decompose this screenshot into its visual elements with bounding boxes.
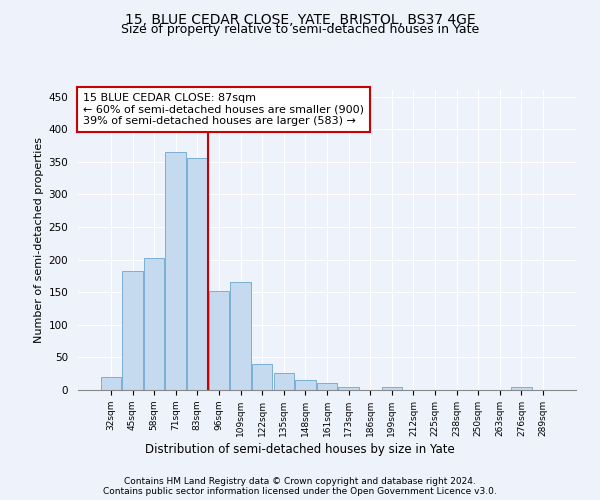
Bar	[252, 364, 272, 390]
Bar	[274, 373, 294, 390]
Bar	[122, 270, 143, 390]
Bar	[338, 386, 359, 390]
Text: Contains public sector information licensed under the Open Government Licence v3: Contains public sector information licen…	[103, 488, 497, 496]
Text: 15 BLUE CEDAR CLOSE: 87sqm
← 60% of semi-detached houses are smaller (900)
39% o: 15 BLUE CEDAR CLOSE: 87sqm ← 60% of semi…	[83, 93, 364, 126]
Bar	[511, 386, 532, 390]
Bar	[382, 386, 402, 390]
Bar	[209, 291, 229, 390]
Bar	[317, 384, 337, 390]
Bar	[144, 258, 164, 390]
Text: 15, BLUE CEDAR CLOSE, YATE, BRISTOL, BS37 4GE: 15, BLUE CEDAR CLOSE, YATE, BRISTOL, BS3…	[125, 12, 475, 26]
Text: Size of property relative to semi-detached houses in Yate: Size of property relative to semi-detach…	[121, 22, 479, 36]
Bar	[166, 152, 186, 390]
Text: Distribution of semi-detached houses by size in Yate: Distribution of semi-detached houses by …	[145, 442, 455, 456]
Bar	[101, 377, 121, 390]
Text: Contains HM Land Registry data © Crown copyright and database right 2024.: Contains HM Land Registry data © Crown c…	[124, 478, 476, 486]
Y-axis label: Number of semi-detached properties: Number of semi-detached properties	[34, 137, 44, 343]
Bar	[187, 158, 208, 390]
Bar	[295, 380, 316, 390]
Bar	[230, 282, 251, 390]
